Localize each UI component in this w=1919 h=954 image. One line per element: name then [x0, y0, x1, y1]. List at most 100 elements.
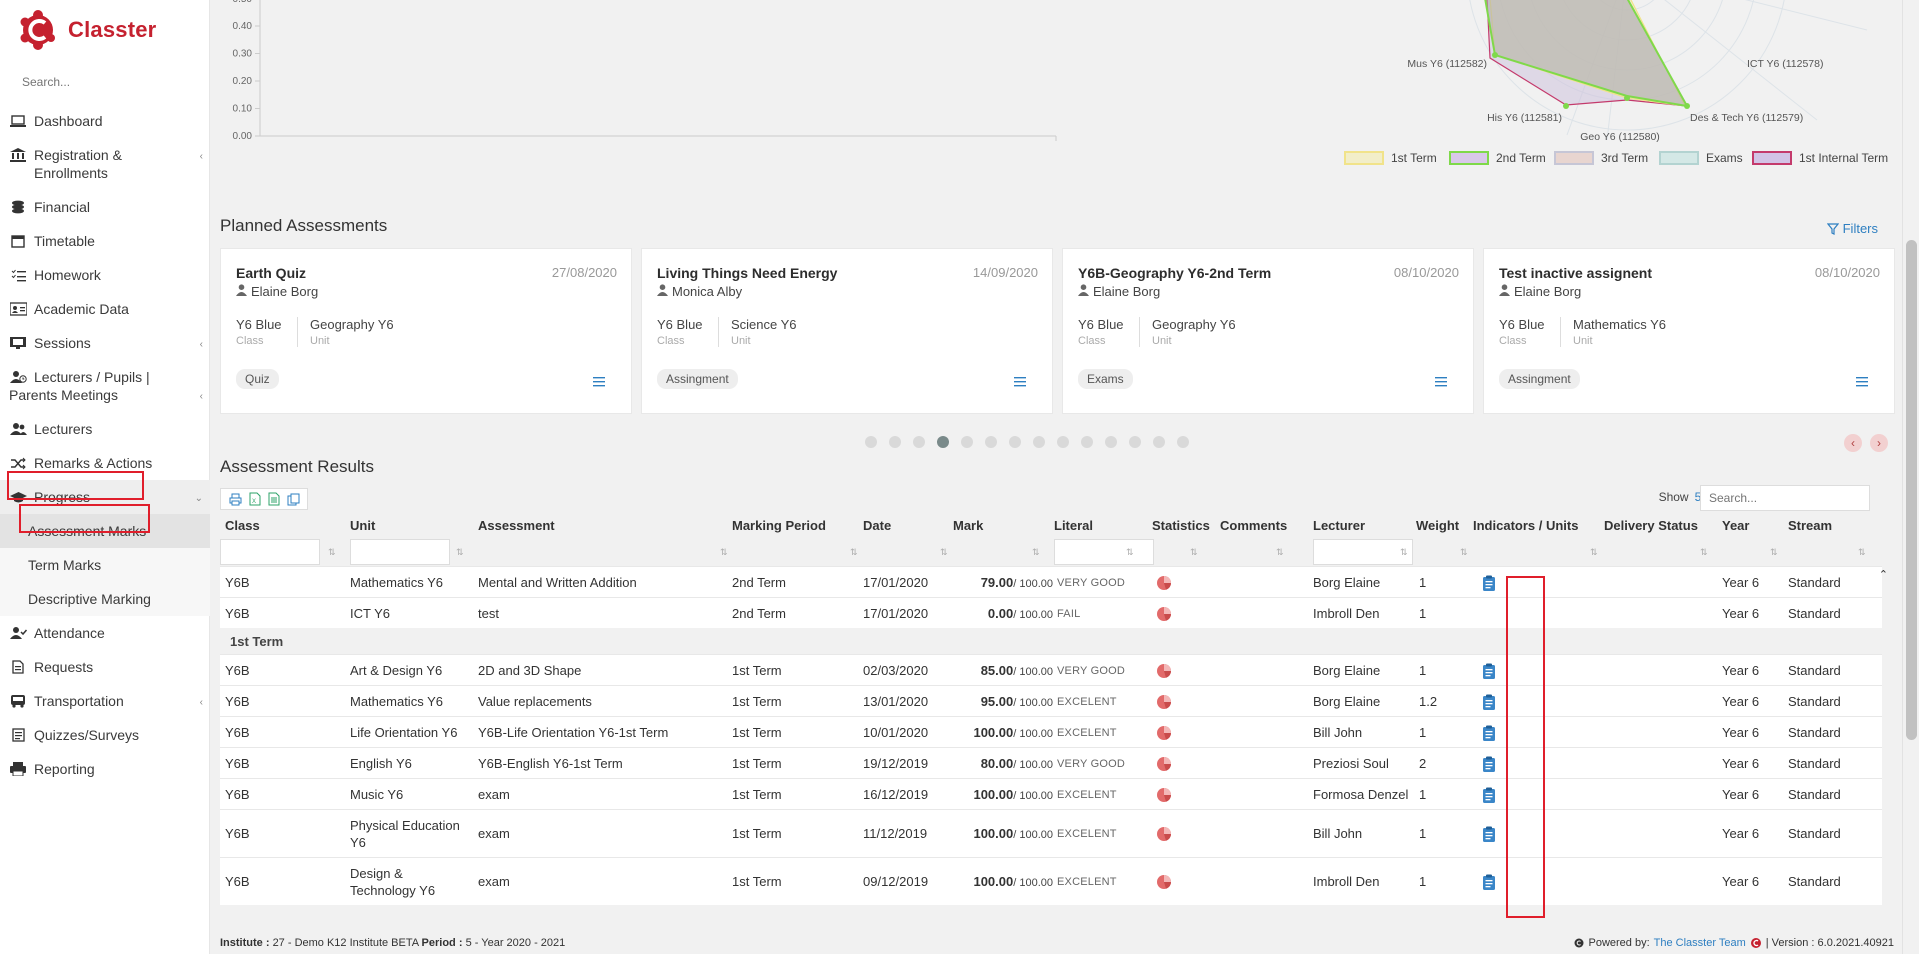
- carousel-dot[interactable]: [1153, 436, 1165, 448]
- table-row[interactable]: Y6B Art & Design Y6 2D and 3D Shape 1st Ter…: [220, 654, 1882, 685]
- planned-assessment-card[interactable]: Test inactive assignent 08/10/2020 Elaine …: [1483, 248, 1895, 414]
- table-row[interactable]: Y6B Physical Education Y6 exam 1st Term 11/1…: [220, 809, 1882, 857]
- statistics-pie-icon[interactable]: [1156, 787, 1172, 806]
- sort-icon[interactable]: ⇅: [328, 547, 336, 557]
- page-scrollbar-thumb[interactable]: [1906, 240, 1917, 740]
- carousel-dot[interactable]: [961, 436, 973, 448]
- table-scroll-up-icon[interactable]: ⌃: [1878, 569, 1888, 581]
- sidebar-item-timetable[interactable]: Timetable: [0, 224, 210, 258]
- statistics-pie-icon[interactable]: [1156, 756, 1172, 775]
- carousel-dot[interactable]: [1129, 436, 1141, 448]
- sort-icon[interactable]: ⇅: [850, 547, 858, 557]
- carousel-dot[interactable]: [1081, 436, 1093, 448]
- legend-item-2nd-term[interactable]: 2nd Term: [1449, 151, 1546, 165]
- carousel-dot[interactable]: [985, 436, 997, 448]
- sort-icon[interactable]: ⇅: [1032, 547, 1040, 557]
- sidebar-item-registration-enrollments[interactable]: Registration & Enrollments ‹: [0, 138, 210, 190]
- table-row[interactable]: Y6B Music Y6 exam 1st Term 16/12/2019 100.00/…: [220, 778, 1882, 809]
- card-menu-icon[interactable]: [1435, 375, 1447, 390]
- legend-item-1st-term[interactable]: 1st Term: [1344, 151, 1437, 165]
- sort-icon[interactable]: ⇅: [456, 547, 464, 557]
- sort-icon[interactable]: ⇅: [1858, 547, 1866, 557]
- sidebar-item-lecturers-pupils-parents-meetings[interactable]: Lecturers / Pupils | Parents Meetings ‹: [0, 360, 210, 412]
- column-header-stream[interactable]: Stream: [1788, 518, 1833, 533]
- statistics-pie-icon[interactable]: [1156, 826, 1172, 845]
- carousel-dot[interactable]: [865, 436, 877, 448]
- statistics-pie-icon[interactable]: [1156, 694, 1172, 713]
- filters-button[interactable]: Filters: [1826, 221, 1878, 236]
- sidebar-item-attendance[interactable]: Attendance: [0, 616, 210, 650]
- indicators-clipboard-icon[interactable]: [1482, 725, 1496, 744]
- excel-icon[interactable]: X: [249, 492, 261, 506]
- submenu-item-descriptive-marking[interactable]: Descriptive Marking: [28, 591, 151, 607]
- statistics-pie-icon[interactable]: [1156, 663, 1172, 682]
- planned-assessment-card[interactable]: Y6B-Geography Y6-2nd Term 08/10/2020 Elain…: [1062, 248, 1474, 414]
- carousel-dot[interactable]: [1009, 436, 1021, 448]
- indicators-clipboard-icon[interactable]: [1482, 874, 1496, 893]
- page-scrollbar[interactable]: [1902, 0, 1919, 954]
- indicators-clipboard-icon[interactable]: [1482, 756, 1496, 775]
- column-filter-input[interactable]: [350, 539, 450, 565]
- copy-icon[interactable]: [287, 493, 300, 506]
- column-filter-input[interactable]: [220, 539, 320, 565]
- carousel-dot[interactable]: [1033, 436, 1045, 448]
- carousel-dot[interactable]: [889, 436, 901, 448]
- column-header-statistics[interactable]: Statistics: [1152, 518, 1210, 533]
- statistics-pie-icon[interactable]: [1156, 606, 1172, 625]
- sidebar-item-academic-data[interactable]: Academic Data: [0, 292, 210, 326]
- carousel-dot[interactable]: [1057, 436, 1069, 448]
- sidebar-item-progress[interactable]: Progress ⌄: [0, 480, 210, 514]
- indicators-clipboard-icon[interactable]: [1482, 826, 1496, 845]
- column-header-literal[interactable]: Literal: [1054, 518, 1094, 533]
- sidebar-item-reporting[interactable]: Reporting: [0, 752, 210, 786]
- sort-icon[interactable]: ⇅: [1770, 547, 1778, 557]
- indicators-clipboard-icon[interactable]: [1482, 575, 1496, 594]
- statistics-pie-icon[interactable]: [1156, 575, 1172, 594]
- column-header-year[interactable]: Year: [1722, 518, 1750, 533]
- column-header-mark[interactable]: Mark: [953, 518, 984, 533]
- card-menu-icon[interactable]: [1014, 375, 1026, 390]
- carousel-dot[interactable]: [937, 436, 949, 448]
- powered-link[interactable]: The Classter Team: [1653, 937, 1746, 949]
- carousel-next-button[interactable]: ›: [1870, 434, 1888, 452]
- sidebar-item-financial[interactable]: Financial: [0, 190, 210, 224]
- table-row[interactable]: Y6B Life Orientation Y6 Y6B-Life Orientati…: [220, 716, 1882, 747]
- indicators-clipboard-icon[interactable]: [1482, 787, 1496, 806]
- carousel-dot[interactable]: [1177, 436, 1189, 448]
- carousel-dot[interactable]: [913, 436, 925, 448]
- sort-icon[interactable]: ⇅: [1590, 547, 1598, 557]
- column-header-assessment[interactable]: Assessment: [478, 518, 555, 533]
- sidebar-item-remarks-actions[interactable]: Remarks & Actions: [0, 446, 210, 480]
- column-header-marking-period[interactable]: Marking Period: [732, 518, 826, 533]
- sort-icon[interactable]: ⇅: [1460, 547, 1468, 557]
- sort-icon[interactable]: ⇅: [1126, 547, 1134, 557]
- sort-icon[interactable]: ⇅: [940, 547, 948, 557]
- sort-icon[interactable]: ⇅: [1400, 547, 1408, 557]
- sidebar-item-quizzes-surveys[interactable]: Quizzes/Surveys: [0, 718, 210, 752]
- column-header-date[interactable]: Date: [863, 518, 892, 533]
- column-header-weight[interactable]: Weight: [1416, 518, 1460, 533]
- sidebar-item-dashboard[interactable]: Dashboard: [0, 104, 210, 138]
- statistics-pie-icon[interactable]: [1156, 725, 1172, 744]
- table-row[interactable]: Y6B ICT Y6 test 2nd Term 17/01/2020 0.00/ 100…: [220, 597, 1882, 628]
- sidebar-item-transportation[interactable]: Transportation ‹: [0, 684, 210, 718]
- sidebar-item-homework[interactable]: Homework: [0, 258, 210, 292]
- column-header-comments[interactable]: Comments: [1220, 518, 1288, 533]
- sidebar-item-requests[interactable]: Requests: [0, 650, 210, 684]
- column-header-unit[interactable]: Unit: [350, 518, 376, 533]
- table-row[interactable]: Y6B Mathematics Y6 Mental and Written Addi…: [220, 566, 1882, 597]
- column-filter-input[interactable]: [1313, 539, 1413, 565]
- submenu-item-term-marks[interactable]: Term Marks: [28, 557, 102, 573]
- submenu-item-assessment-marks[interactable]: Assessment Marks: [0, 514, 210, 548]
- brand[interactable]: Classter: [18, 8, 156, 52]
- csv-icon[interactable]: [268, 492, 280, 506]
- indicators-clipboard-icon[interactable]: [1482, 663, 1496, 682]
- sidebar-item-sessions[interactable]: Sessions ‹: [0, 326, 210, 360]
- table-row[interactable]: Y6B Design & Technology Y6 exam 1st Term 09/…: [220, 857, 1882, 905]
- planned-assessment-card[interactable]: Earth Quiz 27/08/2020 Elaine Borg Y6 Blue Cl…: [220, 248, 632, 414]
- column-header-class[interactable]: Class: [225, 518, 260, 533]
- card-menu-icon[interactable]: [1856, 375, 1868, 390]
- table-row[interactable]: Y6B English Y6 Y6B-English Y6-1st Term 1st …: [220, 747, 1882, 778]
- legend-item-exams[interactable]: Exams: [1659, 151, 1743, 165]
- sidebar-search-input[interactable]: [20, 74, 190, 90]
